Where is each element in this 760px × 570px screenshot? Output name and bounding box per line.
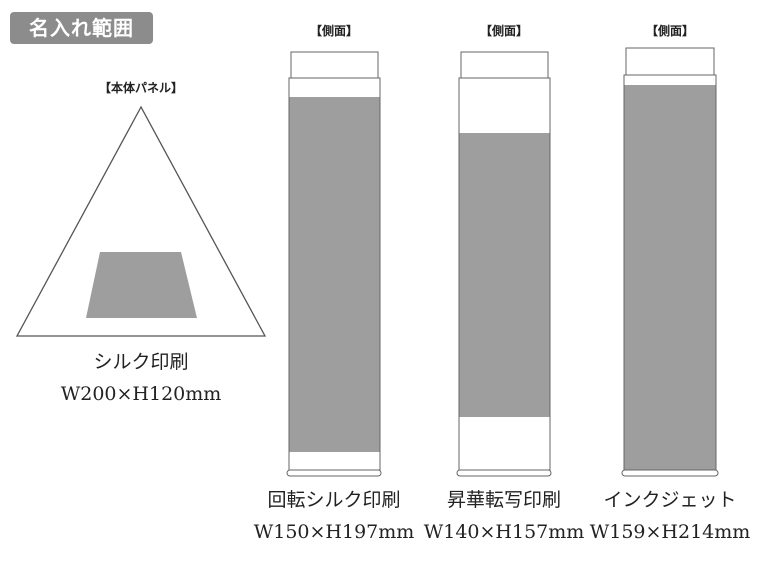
side-caption-1: 回転シルク印刷 W150×H197mm <box>254 484 415 548</box>
tube-inkjet <box>621 47 719 477</box>
panel-header: 【本体パネル】 <box>98 81 184 95</box>
tube-rotary-silk <box>286 51 382 477</box>
side-size: W159×H214mm <box>589 521 751 543</box>
side-header-1: 【側面】 <box>309 24 359 38</box>
side-method: 回転シルク印刷 <box>267 489 401 511</box>
panel-method: シルク印刷 <box>93 351 189 373</box>
side-size: W140×H157mm <box>423 521 585 543</box>
side-method: インクジェット <box>603 489 737 511</box>
panel-print-area <box>86 252 197 318</box>
side-method: 昇華転写印刷 <box>446 489 561 511</box>
panel-size: W200×H120mm <box>60 383 222 405</box>
side-caption-3: インクジェット W159×H214mm <box>590 484 751 548</box>
side-header-2: 【側面】 <box>479 24 529 38</box>
side-size: W150×H197mm <box>253 521 415 543</box>
tube-sublimation <box>456 51 552 477</box>
tube-print-area <box>459 133 550 417</box>
panel-caption: シルク印刷 W200×H120mm <box>61 346 222 410</box>
print-area-badge: 名入れ範囲 <box>10 12 153 44</box>
tube-print-area <box>289 97 380 452</box>
panel-triangle <box>15 105 267 337</box>
tube-print-area <box>624 85 716 470</box>
side-caption-2: 昇華転写印刷 W140×H157mm <box>424 484 585 548</box>
side-header-3: 【側面】 <box>645 24 695 38</box>
